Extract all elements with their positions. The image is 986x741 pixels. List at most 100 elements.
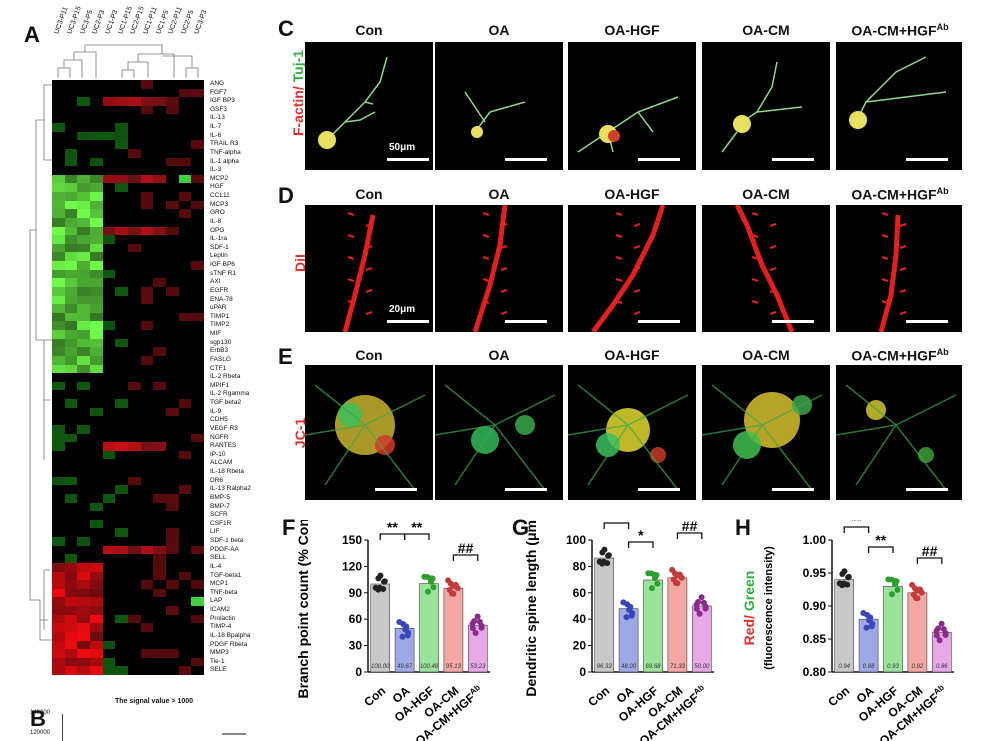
heatmap-cell xyxy=(153,588,167,598)
heatmap-cell xyxy=(90,476,104,486)
bar-value-label: 71.33 xyxy=(670,664,686,670)
heatmap-cell xyxy=(166,235,180,245)
heatmap-cell xyxy=(191,157,205,167)
heatmap-cell xyxy=(90,606,104,616)
heatmap-cell xyxy=(166,399,180,409)
heatmap-cell xyxy=(115,373,129,383)
heatmap-cell xyxy=(90,442,104,452)
significance-label: * xyxy=(638,527,644,543)
heatmap-cell xyxy=(102,261,116,271)
heatmap-cell xyxy=(102,442,116,452)
dendritic-spine xyxy=(751,300,759,304)
heatmap-cell xyxy=(128,450,142,460)
data-point xyxy=(700,599,707,606)
neurite xyxy=(855,56,947,123)
heatmap-cell xyxy=(191,424,205,435)
heatmap-cell xyxy=(77,614,91,624)
heatmap-cell xyxy=(140,416,154,426)
y-tick-label: 20 xyxy=(573,639,587,653)
dendritic-spine xyxy=(881,234,889,238)
chart-h: 0.800.850.900.951.000.94Con0.88OA0.93OA-… xyxy=(741,520,954,741)
heatmap-row-label: IL-4 xyxy=(210,562,222,570)
heatmap-cell xyxy=(102,338,116,348)
heatmap-cell xyxy=(178,476,192,486)
heatmap-cell xyxy=(90,537,104,547)
heatmap-cell xyxy=(90,347,104,357)
heatmap-cell xyxy=(140,252,154,262)
heatmap-cell xyxy=(64,166,78,176)
heatmap-cell xyxy=(90,174,104,184)
heatmap-row-label: TIMP-4 xyxy=(210,623,232,631)
panel-letter-b: B xyxy=(30,706,46,731)
heatmap-cell xyxy=(64,554,78,564)
heatmap-cell xyxy=(178,261,192,271)
heatmap-cell xyxy=(140,588,154,598)
heatmap-cell xyxy=(178,511,192,521)
heatmap-cell xyxy=(140,597,154,607)
dendritic-spine xyxy=(899,245,907,249)
heatmap-cell xyxy=(178,114,192,124)
heatmap-cell xyxy=(52,502,66,512)
panel-letter-h: H xyxy=(735,515,751,540)
heatmap-cell xyxy=(77,416,91,426)
dendritic-spine xyxy=(482,278,490,282)
heatmap-cell xyxy=(178,468,192,478)
heatmap-row-label: IL-8 xyxy=(210,217,222,225)
heatmap-cell xyxy=(52,321,66,331)
heatmap-cell xyxy=(153,252,167,262)
heatmap-cell xyxy=(64,433,78,443)
heatmap-cell xyxy=(153,545,167,555)
heatmap-cell xyxy=(153,209,167,219)
dendritic-spine xyxy=(881,256,889,260)
heatmap-cell xyxy=(52,347,66,357)
bar xyxy=(643,579,663,673)
heatmap-cell xyxy=(166,424,180,435)
heatmap-cell xyxy=(102,304,116,314)
data-point xyxy=(601,546,608,553)
micrograph-tile: 20μm xyxy=(305,205,433,332)
heatmap-cell xyxy=(191,200,205,210)
heatmap-row-label: LIF xyxy=(210,528,220,536)
heatmap-cell xyxy=(166,623,180,633)
heatmap-cell xyxy=(115,131,129,141)
heatmap-cell xyxy=(191,623,205,633)
heatmap-cell xyxy=(166,537,180,547)
heatmap-cell xyxy=(77,209,91,219)
heatmap-cell xyxy=(77,278,91,288)
significance-label: ** xyxy=(611,520,622,524)
dendrite xyxy=(878,214,901,332)
heatmap-cell xyxy=(64,519,78,529)
heatmap-cell xyxy=(166,606,180,616)
heatmap-cell xyxy=(140,88,154,98)
heatmap-cell xyxy=(128,269,142,279)
heatmap-cell xyxy=(102,114,116,124)
heatmap-cell xyxy=(153,80,167,90)
heatmap-cell xyxy=(191,347,205,357)
significance-bracket xyxy=(603,522,630,529)
scale-bar xyxy=(638,158,680,161)
heatmap-cell xyxy=(52,580,66,590)
heatmap-cell xyxy=(64,493,78,504)
significance-label: ** xyxy=(851,520,862,528)
heatmap-cell xyxy=(178,640,192,650)
heatmap-cell xyxy=(128,537,142,547)
heatmap-row-label: IL-6 xyxy=(210,131,222,139)
heatmap-cell xyxy=(166,312,180,322)
heatmap-cell xyxy=(191,666,205,676)
heatmap-cell xyxy=(64,459,78,469)
heatmap-cell xyxy=(128,554,142,564)
heatmap-cell xyxy=(178,355,192,366)
heatmap-cell xyxy=(115,347,129,357)
heatmap-cell xyxy=(102,485,116,495)
heatmap-cell xyxy=(140,640,154,650)
heatmap-cell xyxy=(52,588,66,598)
heatmap-cell xyxy=(90,373,104,383)
heatmap-cell xyxy=(52,468,66,478)
heatmap-cell xyxy=(191,278,205,288)
heatmap-cell xyxy=(191,649,205,659)
heatmap-cell xyxy=(102,657,116,667)
heatmap-cell xyxy=(178,433,192,443)
heatmap-cell xyxy=(52,381,66,391)
dendritic-spine xyxy=(365,311,373,315)
heatmap-cell xyxy=(77,528,91,538)
